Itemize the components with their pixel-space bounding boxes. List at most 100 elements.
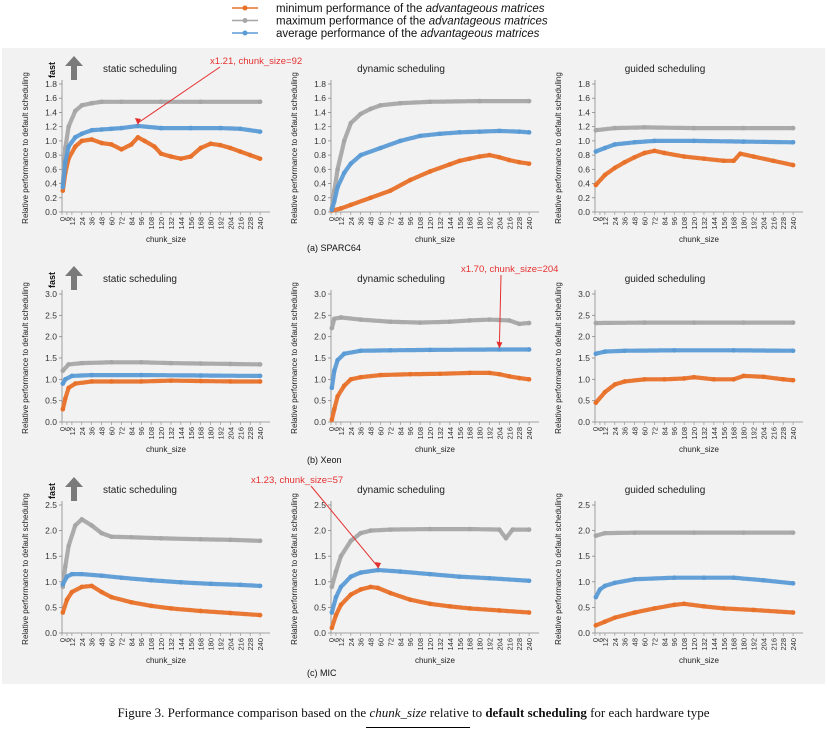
data-point bbox=[60, 610, 66, 615]
data-point bbox=[497, 608, 502, 613]
data-point bbox=[358, 530, 364, 536]
x-tick-label: 84 bbox=[660, 638, 669, 646]
chart-title: dynamic scheduling bbox=[357, 274, 445, 285]
data-point bbox=[417, 133, 423, 139]
x-tick-label: 96 bbox=[406, 638, 415, 646]
data-point bbox=[208, 141, 213, 147]
chart-title: guided scheduling bbox=[625, 64, 706, 75]
x-tick-label: 180 bbox=[207, 638, 216, 651]
x-tick-label: 132 bbox=[167, 638, 176, 651]
x-tick-label: 240 bbox=[525, 638, 534, 651]
y-tick-label: 0.0 bbox=[45, 417, 57, 427]
data-point bbox=[138, 379, 144, 384]
y-tick-label: 0.5 bbox=[578, 602, 590, 612]
data-point bbox=[487, 152, 492, 158]
x-tick-label: 36 bbox=[621, 427, 630, 435]
data-point bbox=[642, 150, 647, 156]
data-point bbox=[89, 100, 95, 106]
x-tick-label: 0 bbox=[591, 638, 600, 642]
x-tick-label: 216 bbox=[769, 217, 778, 230]
data-point bbox=[109, 379, 114, 384]
data-point bbox=[63, 564, 68, 569]
series-line bbox=[60, 373, 263, 386]
x-tick-label: 60 bbox=[377, 638, 386, 646]
y-tick-label: 1.8 bbox=[578, 79, 590, 89]
data-point bbox=[368, 106, 373, 112]
y-tick-label: 1.0 bbox=[578, 136, 590, 146]
data-point bbox=[375, 585, 381, 591]
data-point bbox=[63, 396, 68, 401]
data-point bbox=[487, 575, 492, 581]
y-tick-label: 2.0 bbox=[314, 332, 326, 342]
y-tick-label: 0.0 bbox=[45, 628, 57, 638]
x-tick-label: 156 bbox=[720, 217, 729, 230]
data-point bbox=[597, 587, 603, 592]
data-point bbox=[188, 154, 194, 159]
x-tick-label: 144 bbox=[177, 217, 186, 230]
data-point bbox=[612, 382, 618, 387]
x-tick-label: 84 bbox=[396, 638, 405, 646]
data-point bbox=[348, 161, 354, 166]
data-point bbox=[99, 573, 104, 578]
data-point bbox=[129, 534, 134, 540]
data-point bbox=[681, 376, 687, 381]
data-point bbox=[427, 601, 433, 607]
x-tick-label: 144 bbox=[446, 427, 455, 440]
series-line bbox=[329, 370, 532, 422]
y-tick-label: 1.5 bbox=[45, 353, 57, 363]
caption-bold: default scheduling bbox=[485, 705, 587, 720]
data-point bbox=[332, 316, 337, 322]
data-point bbox=[138, 359, 144, 365]
x-tick-label: 72 bbox=[386, 638, 395, 646]
x-axis-label: chunk_size bbox=[415, 235, 456, 244]
data-point bbox=[168, 378, 174, 383]
data-point bbox=[72, 135, 78, 140]
data-point bbox=[341, 138, 347, 144]
data-point bbox=[593, 351, 599, 357]
x-tick-label: 180 bbox=[476, 427, 485, 440]
x-tick-label: 180 bbox=[476, 638, 485, 651]
data-point bbox=[593, 594, 599, 600]
chart-title: dynamic scheduling bbox=[357, 64, 445, 75]
series-line bbox=[329, 315, 532, 331]
data-point bbox=[333, 612, 339, 618]
x-tick-label: 228 bbox=[779, 217, 788, 230]
x-tick-label: 48 bbox=[98, 638, 107, 646]
series-line bbox=[329, 128, 532, 212]
data-point bbox=[119, 575, 124, 581]
x-tick-label: 180 bbox=[207, 217, 216, 230]
x-tick-label: 240 bbox=[525, 217, 534, 230]
data-point bbox=[642, 125, 647, 130]
annotation-arrow bbox=[498, 274, 502, 347]
y-tick-label: 2.5 bbox=[314, 500, 326, 510]
data-point bbox=[247, 152, 253, 158]
x-tick-label: 204 bbox=[759, 427, 768, 440]
data-point bbox=[398, 138, 403, 144]
x-axis-label: chunk_size bbox=[679, 445, 720, 454]
x-tick-label: 204 bbox=[495, 638, 504, 651]
x-tick-label: 96 bbox=[137, 217, 146, 225]
data-point bbox=[338, 553, 344, 559]
y-tick-label: 1.2 bbox=[578, 122, 590, 132]
data-point bbox=[526, 578, 532, 584]
data-point bbox=[257, 373, 263, 379]
legend-marker bbox=[242, 5, 248, 11]
annotation-arrowhead bbox=[134, 117, 141, 125]
x-tick-label: 0 bbox=[58, 638, 67, 642]
y-tick-label: 0.6 bbox=[314, 164, 326, 174]
x-tick-label: 0 bbox=[327, 217, 336, 221]
x-tick-label: 216 bbox=[769, 638, 778, 651]
data-point bbox=[79, 571, 85, 577]
data-point bbox=[135, 135, 141, 140]
chart-panel: dynamic scheduling 0.0 0.5 1.0 1.5 2.0 2.5 3.0 R… bbox=[290, 264, 558, 454]
x-tick-label: 12 bbox=[601, 427, 610, 435]
x-tick-label: 192 bbox=[216, 217, 225, 230]
y-tick-label: 0.4 bbox=[45, 179, 57, 189]
data-point bbox=[602, 172, 608, 178]
x-tick-label: 144 bbox=[446, 217, 455, 230]
x-tick-label: 216 bbox=[236, 427, 245, 440]
chart-title: static scheduling bbox=[103, 64, 177, 75]
data-point bbox=[341, 170, 347, 176]
x-tick-label: 6 bbox=[596, 217, 605, 221]
data-point bbox=[671, 602, 677, 608]
